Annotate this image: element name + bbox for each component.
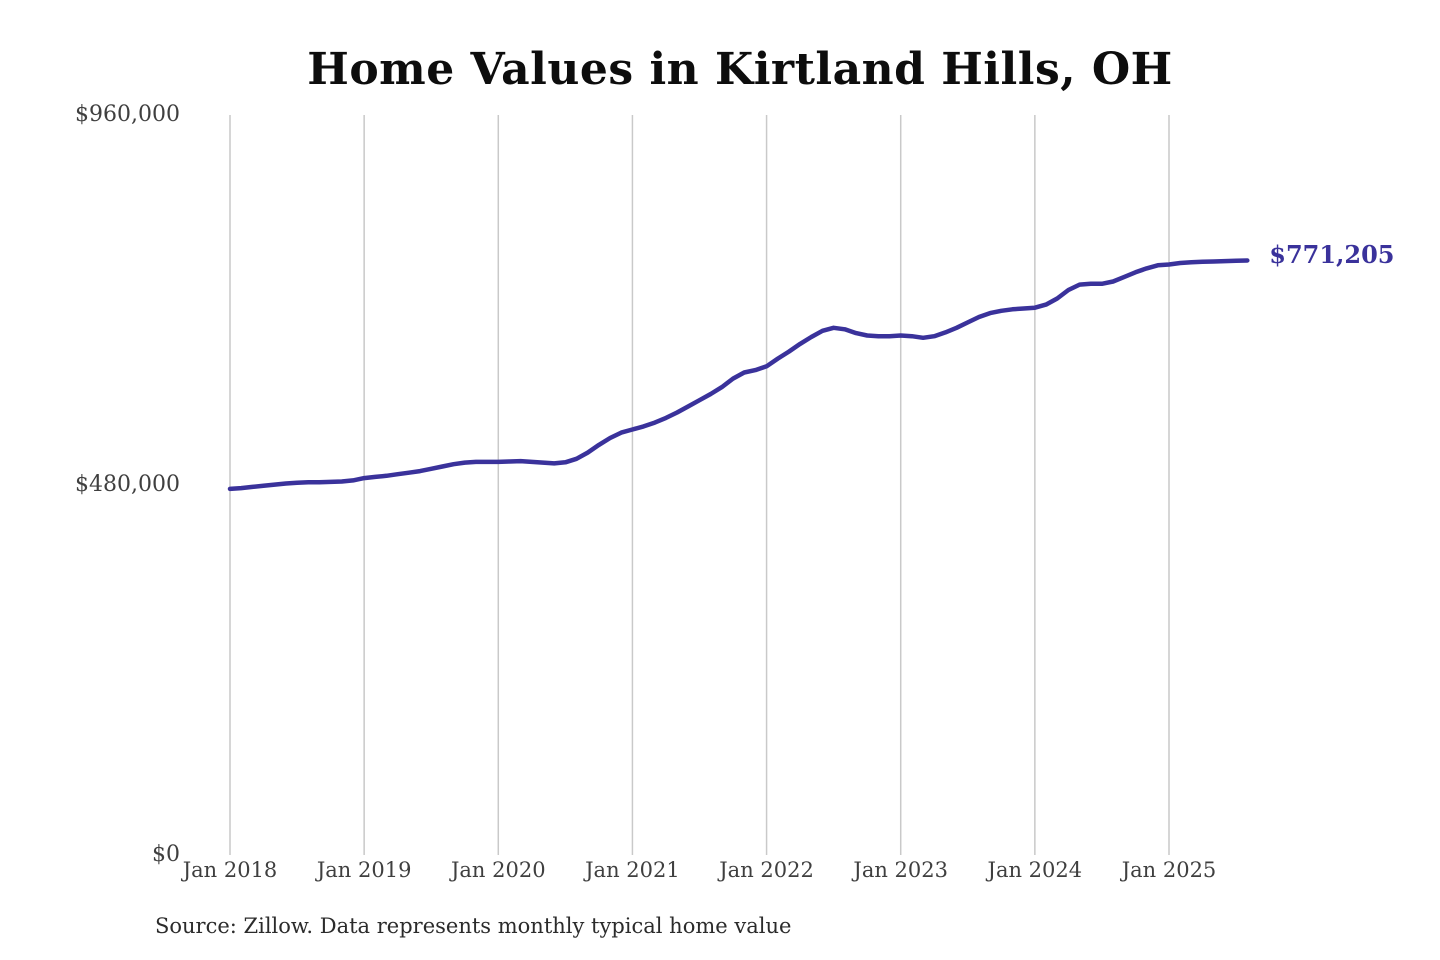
x-tick-jan-2024: Jan 2024 bbox=[987, 858, 1083, 882]
x-tick-jan-2025: Jan 2025 bbox=[1121, 858, 1217, 882]
x-tick-jan-2021: Jan 2021 bbox=[585, 858, 680, 882]
chart-title: Home Values in Kirtland Hills, OH bbox=[307, 44, 1173, 95]
y-tick-480000: $480,000 bbox=[75, 472, 180, 497]
home-value-line bbox=[227, 258, 1250, 492]
y-tick-960000: $960,000 bbox=[75, 102, 180, 127]
end-value-label: $771,205 bbox=[1269, 239, 1395, 269]
vertical-gridlines bbox=[229, 115, 1170, 855]
x-tick-jan-2019: Jan 2019 bbox=[316, 858, 412, 882]
x-tick-jan-2022: Jan 2022 bbox=[719, 858, 814, 882]
source-note: Source: Zillow. Data represents monthly … bbox=[155, 914, 792, 938]
y-tick-0: $0 bbox=[152, 842, 180, 867]
x-tick-jan-2020: Jan 2020 bbox=[450, 858, 546, 882]
x-tick-jan-2023: Jan 2023 bbox=[853, 858, 948, 882]
x-tick-jan-2018: Jan 2018 bbox=[182, 858, 278, 882]
